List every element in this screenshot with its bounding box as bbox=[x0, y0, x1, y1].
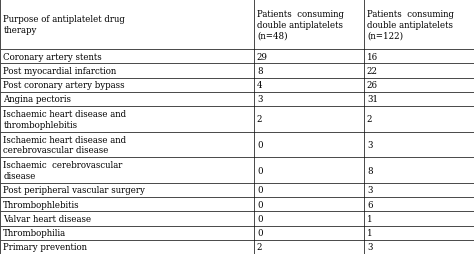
Text: 3: 3 bbox=[367, 186, 372, 195]
Text: 1: 1 bbox=[367, 228, 373, 237]
Bar bbox=[0, 197, 474, 211]
Bar bbox=[0, 78, 474, 92]
Text: 2: 2 bbox=[257, 242, 263, 251]
Text: 29: 29 bbox=[257, 53, 268, 61]
Bar bbox=[0, 107, 474, 132]
Text: 0: 0 bbox=[257, 186, 263, 195]
Text: 4: 4 bbox=[257, 81, 263, 90]
Text: 1: 1 bbox=[367, 214, 373, 223]
Bar bbox=[0, 226, 474, 240]
Text: 31: 31 bbox=[367, 95, 378, 104]
Bar bbox=[0, 211, 474, 226]
Text: 0: 0 bbox=[257, 200, 263, 209]
Text: Thrombophlebitis: Thrombophlebitis bbox=[3, 200, 80, 209]
Text: Angina pectoris: Angina pectoris bbox=[3, 95, 71, 104]
Text: Post coronary artery bypass: Post coronary artery bypass bbox=[3, 81, 125, 90]
Text: Patients  consuming
double antiplatelets
(n=122): Patients consuming double antiplatelets … bbox=[367, 10, 454, 40]
Text: 22: 22 bbox=[367, 67, 378, 76]
Text: Patients  consuming
double antiplatelets
(n=48): Patients consuming double antiplatelets … bbox=[257, 10, 344, 40]
Text: Ischaemic  cerebrovascular
disease: Ischaemic cerebrovascular disease bbox=[3, 161, 123, 180]
Text: 2: 2 bbox=[367, 115, 373, 124]
Text: 3: 3 bbox=[257, 95, 262, 104]
Text: 3: 3 bbox=[367, 242, 372, 251]
Text: Post peripheral vascular surgery: Post peripheral vascular surgery bbox=[3, 186, 145, 195]
Text: 0: 0 bbox=[257, 140, 263, 149]
Text: 0: 0 bbox=[257, 228, 263, 237]
Bar bbox=[0, 240, 474, 254]
Bar bbox=[0, 0, 474, 50]
Text: 8: 8 bbox=[257, 67, 263, 76]
Bar bbox=[0, 50, 474, 64]
Text: Thrombophilia: Thrombophilia bbox=[3, 228, 66, 237]
Text: 2: 2 bbox=[257, 115, 263, 124]
Bar bbox=[0, 183, 474, 197]
Text: 0: 0 bbox=[257, 214, 263, 223]
Text: Purpose of antiplatelet drug
therapy: Purpose of antiplatelet drug therapy bbox=[3, 15, 125, 35]
Text: Ischaemic heart disease and
cerebrovascular disease: Ischaemic heart disease and cerebrovascu… bbox=[3, 135, 127, 155]
Bar bbox=[0, 158, 474, 183]
Text: Coronary artery stents: Coronary artery stents bbox=[3, 53, 102, 61]
Text: 6: 6 bbox=[367, 200, 373, 209]
Bar bbox=[0, 92, 474, 107]
Text: 8: 8 bbox=[367, 166, 373, 175]
Text: 16: 16 bbox=[367, 53, 378, 61]
Text: Ischaemic heart disease and
thrombophlebitis: Ischaemic heart disease and thrombophleb… bbox=[3, 109, 127, 129]
Text: 0: 0 bbox=[257, 166, 263, 175]
Text: 26: 26 bbox=[367, 81, 378, 90]
Text: Primary prevention: Primary prevention bbox=[3, 242, 87, 251]
Text: Valvar heart disease: Valvar heart disease bbox=[3, 214, 91, 223]
Bar bbox=[0, 64, 474, 78]
Text: 3: 3 bbox=[367, 140, 372, 149]
Bar bbox=[0, 132, 474, 158]
Text: Post myocardial infarction: Post myocardial infarction bbox=[3, 67, 117, 76]
